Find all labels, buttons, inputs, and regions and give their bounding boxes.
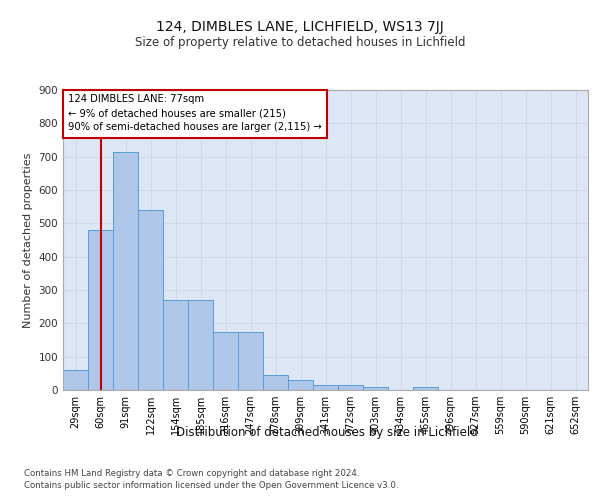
Bar [238, 332, 263, 390]
Text: 124 DIMBLES LANE: 77sqm
← 9% of detached houses are smaller (215)
90% of semi-de: 124 DIMBLES LANE: 77sqm ← 9% of detached… [68, 94, 322, 132]
Bar [188, 300, 213, 390]
Text: 124, DIMBLES LANE, LICHFIELD, WS13 7JJ: 124, DIMBLES LANE, LICHFIELD, WS13 7JJ [156, 20, 444, 34]
Bar [363, 388, 388, 390]
Bar [263, 375, 288, 390]
Bar [313, 385, 338, 390]
Bar [138, 210, 163, 390]
Y-axis label: Number of detached properties: Number of detached properties [23, 152, 33, 328]
Bar [88, 230, 113, 390]
Text: Distribution of detached houses by size in Lichfield: Distribution of detached houses by size … [176, 426, 478, 439]
Bar [113, 152, 138, 390]
Bar [63, 370, 88, 390]
Bar [338, 385, 363, 390]
Bar [413, 388, 438, 390]
Text: Contains HM Land Registry data © Crown copyright and database right 2024.: Contains HM Land Registry data © Crown c… [24, 470, 359, 478]
Bar [213, 332, 238, 390]
Bar [288, 380, 313, 390]
Text: Contains public sector information licensed under the Open Government Licence v3: Contains public sector information licen… [24, 480, 398, 490]
Text: Size of property relative to detached houses in Lichfield: Size of property relative to detached ho… [135, 36, 465, 49]
Bar [163, 300, 188, 390]
